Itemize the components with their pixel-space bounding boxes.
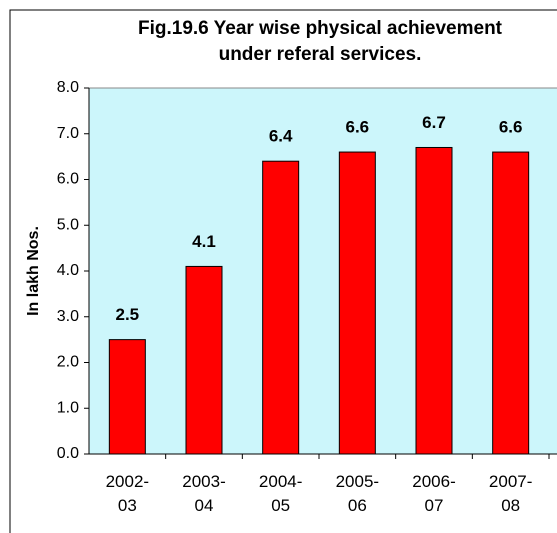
bar [492,151,530,455]
x-tick-label: 2002-03 [105,472,150,515]
y-tick-label: 2.0 [57,354,79,371]
y-tick-label: 7.0 [57,125,79,142]
y-tick-label: 4.0 [57,262,79,279]
value-label: 6.6 [346,118,370,137]
y-tick-label: 0.0 [57,445,79,462]
bar [108,339,146,455]
value-label: 4.1 [192,232,216,251]
x-tick-label: 2003-04 [182,472,226,515]
value-label: 6.7 [422,113,446,132]
bar [262,160,300,455]
x-tick-label: 2007-08 [488,472,533,515]
x-tick-label: 2006-07 [412,472,456,515]
value-label: 6.6 [499,118,523,137]
plot-area [88,87,557,455]
y-tick-label: 6.0 [57,171,79,188]
value-label: 2.5 [116,305,140,324]
chart-title: Fig.19.6 Year wise physical achievement … [137,18,502,65]
y-axis-label: In lakh Nos. [25,226,42,316]
bar [185,265,223,455]
x-tick-label: 2005-06 [335,472,380,515]
bar [415,146,453,455]
bar [338,151,376,455]
x-tick-label: 2004-05 [258,472,303,515]
y-tick-label: 5.0 [57,216,79,233]
y-tick-label: 3.0 [57,308,79,325]
y-tick-label: 1.0 [57,399,79,416]
y-tick-label: 8.0 [57,79,79,96]
value-label: 6.4 [269,127,293,146]
